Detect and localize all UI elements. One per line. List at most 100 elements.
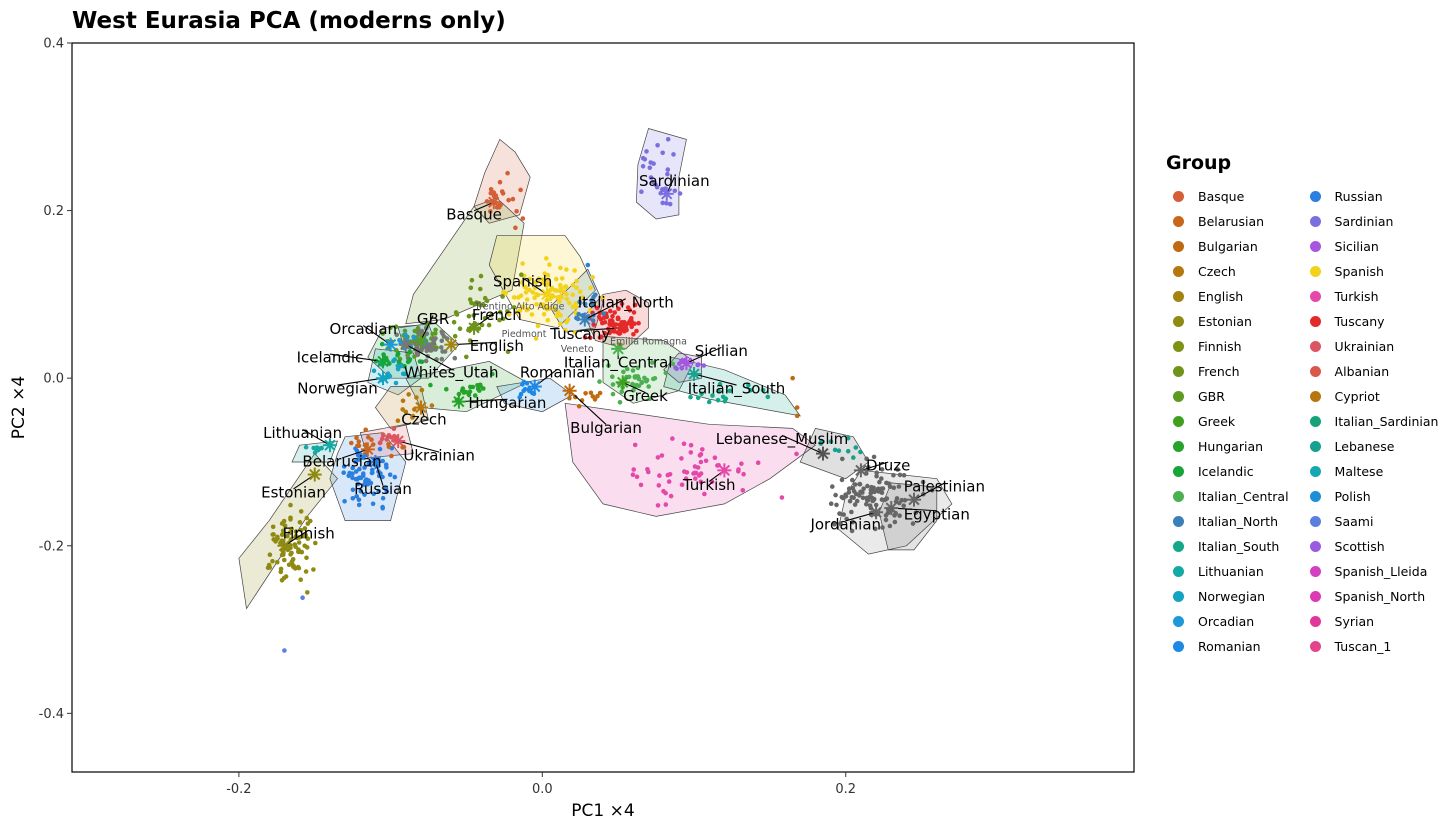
data-point [794, 451, 799, 457]
data-point [440, 349, 445, 354]
data-point [558, 321, 563, 327]
data-point [646, 384, 651, 389]
data-point [469, 277, 475, 283]
cluster-hull-9 [564, 402, 816, 517]
data-point [619, 301, 625, 307]
data-point [657, 473, 662, 478]
legend-swatch [1173, 191, 1184, 202]
data-point [684, 470, 690, 475]
data-point [630, 472, 636, 478]
data-point [748, 388, 753, 393]
legend-label: Saami [1334, 514, 1374, 529]
point-label: French [472, 306, 522, 324]
label-leader-line [284, 529, 309, 547]
data-point [617, 400, 623, 405]
label-leader-line [666, 177, 675, 195]
data-point [564, 267, 569, 272]
data-point [439, 338, 445, 344]
data-point [527, 276, 532, 282]
data-point [298, 577, 304, 582]
data-point [892, 519, 898, 525]
data-point [608, 308, 613, 314]
data-point [541, 277, 546, 283]
data-point [901, 503, 906, 509]
data-point [500, 316, 506, 322]
data-point [297, 520, 303, 525]
legend-item: Tuscany [1303, 309, 1439, 334]
data-point [380, 331, 386, 336]
legend-item: Belarusian [1166, 209, 1289, 234]
data-point-outlier [790, 375, 795, 381]
centroid-star [661, 188, 673, 200]
data-point [577, 289, 583, 295]
data-point [563, 327, 568, 333]
data-point [412, 354, 417, 359]
data-point [864, 501, 869, 507]
data-point [288, 552, 293, 557]
data-point [383, 462, 389, 468]
data-point [278, 566, 284, 572]
data-point [289, 526, 294, 532]
label-leader-line [584, 298, 627, 321]
data-point [287, 530, 293, 535]
data-point [839, 477, 845, 483]
data-point [533, 279, 539, 285]
legend-item: Syrian [1303, 609, 1439, 634]
data-point [356, 497, 362, 503]
data-point [270, 524, 276, 530]
data-point [668, 493, 674, 499]
data-point [353, 476, 359, 482]
data-point [319, 445, 324, 451]
y-axis-label: PC2 ×4 [9, 376, 29, 439]
data-point [288, 502, 293, 508]
point-label: Russian [354, 480, 412, 498]
data-point [524, 297, 530, 302]
point-label: Jordanian [809, 515, 881, 533]
data-point [864, 497, 870, 503]
legend-swatch [1309, 366, 1321, 377]
data-point [612, 310, 617, 315]
data-point [845, 435, 851, 441]
data-point [582, 301, 588, 307]
legend-label: Italian_Sardinian [1334, 414, 1439, 429]
legend-label: Finnish [1198, 339, 1242, 354]
data-point [350, 487, 356, 493]
data-point [574, 285, 579, 291]
data-point [380, 474, 385, 480]
data-point [570, 282, 576, 288]
data-point [536, 276, 542, 282]
data-point [920, 479, 926, 485]
legend-label: Cypriot [1334, 389, 1380, 404]
legend-item: Romanian [1166, 634, 1289, 659]
legend-swatch [1309, 616, 1321, 627]
data-point [659, 453, 665, 458]
legend-label: Maltese [1334, 464, 1384, 479]
data-point [557, 299, 562, 305]
data-point [740, 488, 746, 493]
point-label: Orcadian [330, 320, 397, 338]
data-point [638, 482, 644, 488]
legend-swatch [1173, 441, 1184, 452]
data-point [688, 450, 694, 455]
data-point [660, 200, 665, 206]
data-point [673, 365, 678, 370]
legend-item: Italian_Sardinian [1303, 409, 1439, 434]
data-point [857, 493, 862, 498]
data-point [838, 521, 843, 526]
legend-label: Spanish_Lleida [1334, 564, 1428, 579]
label-leader-line [374, 461, 384, 486]
data-point [712, 455, 718, 461]
data-point [519, 272, 524, 278]
centroid-star [563, 385, 576, 397]
data-point [522, 284, 528, 290]
data-point [506, 197, 511, 203]
y-tick-label: 0.4 [43, 37, 64, 52]
label-leader-line [569, 390, 607, 425]
data-point [471, 313, 477, 318]
legend-label: Norwegian [1198, 589, 1266, 604]
data-point [739, 461, 744, 467]
data-point [663, 370, 669, 376]
data-point [667, 472, 673, 477]
centroid-star [529, 380, 541, 393]
